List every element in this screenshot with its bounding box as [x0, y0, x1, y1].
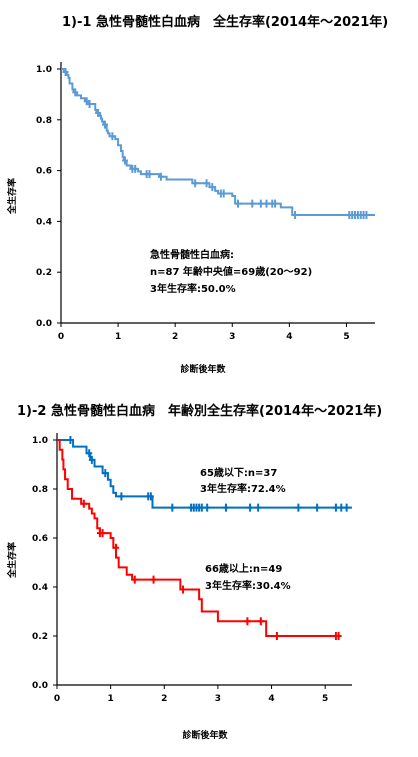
chart2-series1-censor-mark: [118, 492, 125, 501]
chart1-series1-censor-mark: [209, 183, 216, 192]
chart2-series1-censor-mark: [314, 503, 321, 512]
chart2-series1-label-line2: 3年生存率:72.4%: [200, 482, 286, 495]
chart2-series1-censor-mark: [222, 503, 229, 512]
chart2-series1-censor-mark: [332, 503, 339, 512]
chart2-y-tick-label: 0.2: [32, 632, 48, 642]
chart2-ylabel: 全生存率: [6, 542, 18, 579]
chart2-series1-censor-mark: [88, 455, 95, 464]
chart1-y-tick-label: 0.2: [36, 268, 52, 278]
chart1-series1-censor-mark: [220, 189, 227, 198]
chart2-series1-censor-mark: [169, 503, 176, 512]
chart1-x-tick-label: 1: [115, 332, 121, 342]
chart1-y-tick-label: 0.6: [36, 167, 52, 177]
chart1-series1-censor-mark: [72, 88, 79, 97]
chart1-series1-censor-mark: [249, 199, 256, 208]
chart1-x-tick-label: 0: [58, 332, 64, 342]
chart2-series1-censor-mark: [102, 469, 109, 478]
chart1-series1-censor-mark: [62, 68, 69, 77]
chart1-x-tick-label: 4: [286, 332, 292, 342]
chart1-y-tick-label: 0.8: [36, 116, 52, 126]
chart2-series1-censor-mark: [204, 503, 211, 512]
chart1-x-tick-label: 3: [229, 332, 235, 342]
chart2-xlabel: 診断後年数: [182, 729, 228, 741]
chart1-series1-censor-mark: [192, 179, 199, 188]
chart1-x-tick-label: 2: [172, 332, 178, 342]
chart2-series1-censor-mark: [86, 449, 93, 458]
chart2-series2-censor-mark: [335, 632, 342, 640]
chart1-series1-censor-mark: [263, 199, 270, 208]
chart2-series1-censor-mark: [198, 503, 205, 512]
chart2-series2-censor-mark: [150, 575, 157, 584]
chart1-series1-censor-mark: [95, 108, 102, 117]
chart1-annotation-line1: 急性骨髄性白血病:: [150, 248, 234, 261]
chart2-x-tick-label: 1: [108, 694, 114, 704]
chart2-series1-censor-mark: [255, 503, 262, 512]
chart2-series1-censor-mark: [67, 436, 74, 444]
chart1-annotation-line3: 3年生存率:50.0%: [150, 282, 236, 295]
chart1-y-tick-label: 0.4: [36, 217, 52, 227]
chart1-y-tick-label: 1.0: [36, 65, 52, 75]
chart1-series1-censor-mark: [272, 199, 279, 208]
chart2-x-tick-label: 4: [268, 694, 274, 704]
chart2-series2-censor-mark: [273, 632, 280, 640]
chart1-series1-censor-mark: [363, 211, 370, 220]
chart1-series1-censor-mark: [146, 170, 153, 179]
chart2-series1-label-line1: 65歳以下:n=37: [200, 466, 277, 479]
chart2-series1-censor-mark: [147, 492, 154, 501]
chart2-y-tick-label: 1.0: [32, 436, 48, 446]
chart2-series2-censor-mark: [80, 499, 87, 508]
chart1-series1-censor-mark: [203, 179, 210, 188]
chart2-x-tick-label: 5: [322, 694, 328, 704]
chart2-x-tick-label: 2: [161, 694, 167, 704]
chart2-y-tick-label: 0.6: [32, 534, 48, 544]
chart1-series1-censor-mark: [86, 100, 93, 109]
chart1-series1-censor-mark: [257, 199, 264, 208]
chart1-xlabel: 診断後年数: [180, 363, 226, 375]
chart2-series2-censor-mark: [99, 529, 106, 538]
chart1-title: 1)-1 急性骨髄性白血病 全生存率(2014年～2021年): [62, 15, 389, 30]
chart2-series1-censor-mark: [338, 503, 345, 512]
chart2-title: 1)-2 急性骨髄性白血病 年齢別全生存率(2014年～2021年): [17, 404, 383, 419]
chart2-series2-censor-mark: [257, 617, 264, 626]
chart2-series2-censor-mark: [131, 575, 138, 584]
chart2-series2-censor-mark: [113, 543, 119, 552]
chart2-y-tick-label: 0.0: [32, 681, 48, 691]
chart2-series1-censor-mark: [295, 503, 302, 512]
chart2-series2-censor-mark: [244, 617, 251, 626]
chart1-annotation-line2: n=87 年齢中央値=69歳(20～92): [150, 265, 312, 278]
chart2-series2-label-line1: 66歳以上:n=49: [205, 562, 282, 575]
chart2-series1-censor-mark: [343, 503, 350, 512]
chart1-x-tick-label: 5: [343, 332, 349, 342]
chart1-series1-censor-mark: [121, 156, 128, 165]
chart2-x-tick-label: 3: [215, 694, 221, 704]
chart1-series1-censor-mark: [109, 132, 116, 141]
chart1-series1-censor-mark: [157, 172, 164, 181]
chart2-series2-censor-mark: [180, 585, 187, 594]
chart1-series1-censor-mark: [234, 199, 241, 208]
chart1-series1-censor-mark: [132, 164, 139, 173]
chart2-y-tick-label: 0.8: [32, 485, 48, 495]
chart1-series1-censor-mark: [292, 211, 299, 220]
chart2-series2-label-line2: 3年生存率:30.4%: [205, 579, 291, 592]
chart2-y-tick-label: 0.4: [32, 583, 48, 593]
chart1-ylabel: 全生存率: [6, 178, 18, 215]
chart2-x-tick-label: 0: [54, 694, 60, 704]
chart2-series1-censor-mark: [247, 503, 254, 512]
chart1-series1-censor-mark: [101, 120, 108, 129]
chart1-plot: 0.0 0.2 0.4 0.6 0.8 1.0 0 1 2 3 4 5 診断後年数 全生存率 急性骨髄…: [6, 62, 375, 375]
chart1-y-tick-label: 0.0: [36, 319, 52, 329]
